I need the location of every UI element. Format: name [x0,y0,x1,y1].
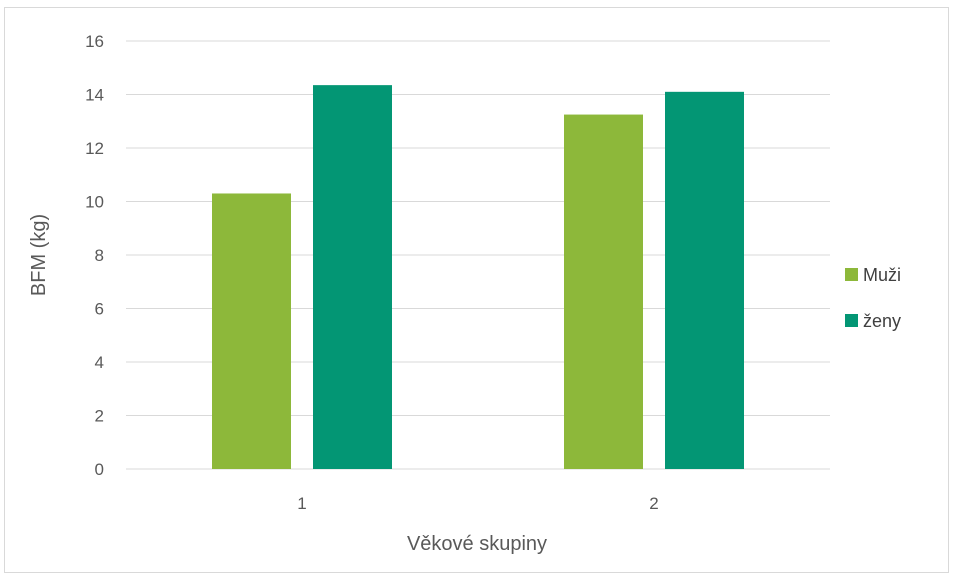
bar-series-2-category-1 [313,85,392,469]
y-axis-title: BFM (kg) [28,214,50,296]
y-tick-label: 0 [95,460,104,479]
legend-label-1: Muži [863,265,901,285]
y-tick-label: 8 [95,246,104,265]
y-tick-label: 16 [85,32,104,51]
bar-series-1-category-2 [564,114,643,469]
y-tick-label: 12 [85,139,104,158]
legend-swatch-2 [845,314,858,327]
bar-series-1-category-1 [212,193,291,469]
x-tick-label: 2 [649,494,658,513]
y-tick-label: 10 [85,193,104,212]
y-tick-label: 4 [95,353,104,372]
legend-label-2: ženy [863,311,901,331]
x-tick-label: 1 [297,494,306,513]
y-tick-label: 2 [95,407,104,426]
y-tick-label: 14 [85,86,104,105]
chart-frame [4,7,949,573]
bars [212,85,744,469]
y-tick-label: 6 [95,300,104,319]
legend: Muži ženy [845,265,901,331]
y-axis-ticks: 0 2 4 6 8 10 12 14 16 [85,32,104,479]
x-axis-title: Věkové skupiny [407,533,547,555]
bar-series-2-category-2 [665,91,744,469]
legend-swatch-1 [845,268,858,281]
